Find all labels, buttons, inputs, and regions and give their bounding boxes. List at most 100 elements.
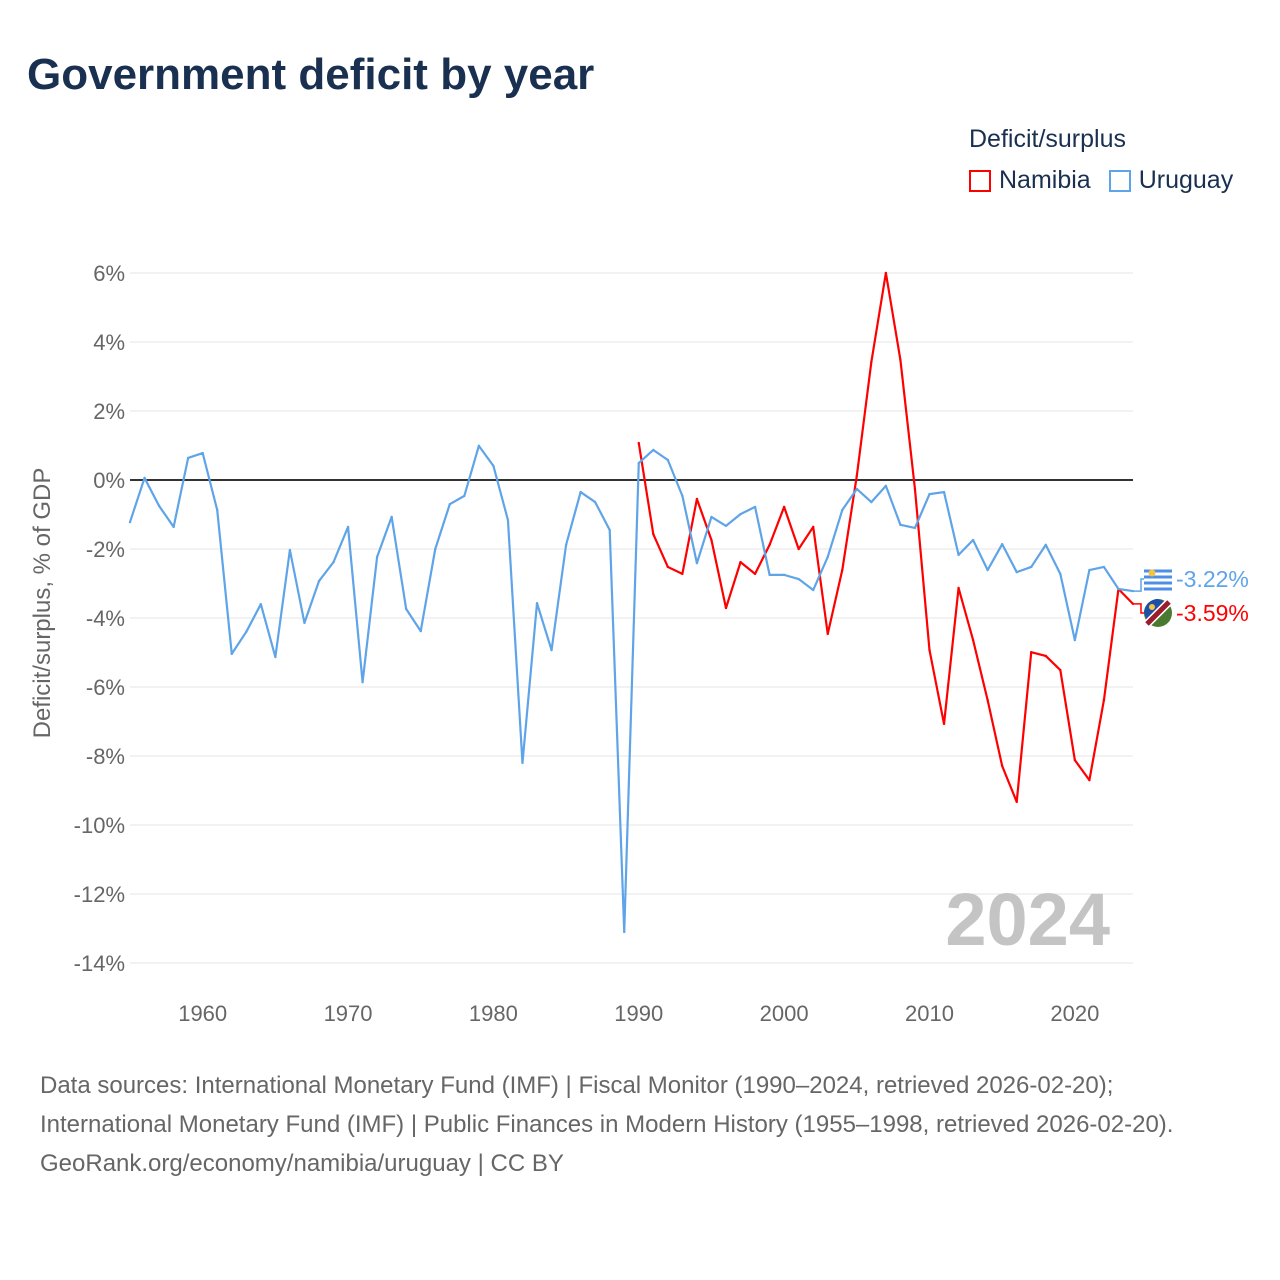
page-title: Government deficit by year (27, 50, 595, 99)
data-point-uruguay (695, 561, 699, 565)
year-watermark: 2024 (945, 878, 1110, 961)
data-point-uruguay (332, 560, 335, 564)
end-value-label: -3.59% (1176, 600, 1249, 626)
data-point-namibia (971, 638, 975, 642)
data-point-namibia (957, 586, 960, 590)
legend-swatch-namibia (969, 169, 991, 192)
data-point-uruguay (157, 504, 161, 508)
x-tick-label: 2020 (1050, 1001, 1099, 1026)
data-point-namibia (797, 547, 800, 551)
y-tick-label: -2% (86, 537, 125, 562)
data-point-namibia (942, 722, 946, 726)
data-point-uruguay (216, 508, 219, 512)
data-point-uruguay (434, 547, 437, 551)
data-point-namibia (986, 698, 989, 702)
data-point-namibia (870, 360, 873, 364)
data-point-uruguay (346, 525, 350, 529)
y-tick-label: -12% (74, 882, 125, 907)
data-point-uruguay (942, 490, 946, 494)
series-line-uruguay (128, 444, 1134, 934)
flag-stripe (1144, 581, 1172, 585)
data-point-uruguay (186, 456, 190, 460)
y-tick-label: -10% (74, 813, 125, 838)
x-tick-label: 1960 (178, 1001, 227, 1026)
y-tick-label: 0% (93, 468, 125, 493)
data-point-namibia (899, 358, 902, 362)
data-point-uruguay (1015, 570, 1018, 574)
data-point-uruguay (1059, 572, 1062, 576)
data-point-uruguay (666, 458, 670, 462)
source-text: Data sources: International Monetary Fun… (40, 1072, 1174, 1138)
data-point-namibia (753, 572, 757, 576)
data-point-uruguay (492, 464, 495, 468)
x-tick-label: 2000 (760, 1001, 809, 1026)
legend: Namibia Uruguay (969, 166, 1251, 195)
data-point-uruguay (375, 555, 379, 559)
flag-red (1145, 600, 1171, 626)
data-point-uruguay (1000, 542, 1004, 546)
data-point-namibia (826, 632, 829, 636)
data-point-uruguay (1117, 587, 1120, 591)
data-point-uruguay (710, 515, 713, 519)
data-point-namibia (695, 497, 699, 501)
data-point-namibia (913, 487, 917, 491)
data-point-namibia (1059, 668, 1062, 672)
data-point-namibia (928, 648, 931, 652)
data-point-uruguay (143, 476, 146, 480)
y-tick-label: -6% (86, 675, 125, 700)
legend-item-namibia[interactable]: Namibia (969, 166, 1091, 195)
flag-stripe (1144, 569, 1172, 573)
data-point-namibia (1015, 800, 1018, 804)
x-tick-label: 1980 (469, 1001, 518, 1026)
data-point-namibia (724, 606, 728, 610)
data-point-uruguay (841, 508, 844, 512)
source-link[interactable]: GeoRank.org/economy/namibia/uruguay | CC… (40, 1150, 564, 1177)
data-point-namibia (1030, 650, 1033, 654)
data-point-uruguay (826, 555, 829, 559)
legend-item-uruguay[interactable]: Uruguay (1108, 166, 1234, 195)
data-point-uruguay (870, 500, 873, 504)
data-point-uruguay (797, 577, 800, 581)
data-point-uruguay (259, 603, 263, 606)
data-point-uruguay (739, 512, 742, 516)
data-point-uruguay (855, 487, 859, 491)
data-point-uruguay (1073, 638, 1077, 642)
end-value-label: -3.22% (1176, 566, 1249, 592)
data-point-namibia (681, 572, 684, 576)
y-tick-label: -14% (74, 951, 125, 976)
data-point-uruguay (637, 461, 640, 465)
legend-swatch-uruguay (1108, 169, 1131, 192)
data-point-namibia (1102, 698, 1106, 702)
data-point-uruguay (986, 568, 989, 572)
data-point-namibia (884, 271, 888, 275)
legend-label: Uruguay (1138, 166, 1234, 194)
y-tick-label: -8% (86, 744, 125, 769)
data-point-uruguay (608, 528, 611, 532)
data-point-namibia (1000, 764, 1004, 768)
data-point-uruguay (1044, 543, 1047, 547)
data-point-uruguay (477, 444, 481, 448)
data-point-uruguay (245, 630, 248, 633)
data-point-uruguay (419, 629, 422, 633)
data-point-uruguay (957, 553, 960, 557)
x-tick-label: 1990 (614, 1001, 663, 1026)
data-point-namibia (855, 474, 859, 478)
data-point-namibia (841, 568, 844, 572)
data-point-namibia (739, 560, 742, 564)
data-point-uruguay (230, 652, 233, 656)
data-point-uruguay (564, 543, 568, 547)
data-point-uruguay (128, 520, 132, 524)
data-point-namibia (1073, 758, 1077, 762)
data-point-namibia (812, 525, 815, 529)
data-point-uruguay (550, 648, 553, 652)
series-line-namibia (637, 271, 1134, 803)
line-chart: 6% 4% 2% 0% -2% -4% -6% -8% -10% -12% -14% 1960 1970… (29, 261, 1249, 1026)
data-point-uruguay (317, 579, 321, 583)
data-point-uruguay (172, 525, 175, 529)
data-point-uruguay (782, 573, 786, 577)
y-axis-label: Deficit/surplus, % of GDP (29, 468, 56, 739)
data-point-uruguay (884, 484, 888, 488)
data-point-namibia (666, 565, 670, 569)
legend-label: Namibia (999, 166, 1091, 194)
data-point-uruguay (303, 621, 306, 625)
